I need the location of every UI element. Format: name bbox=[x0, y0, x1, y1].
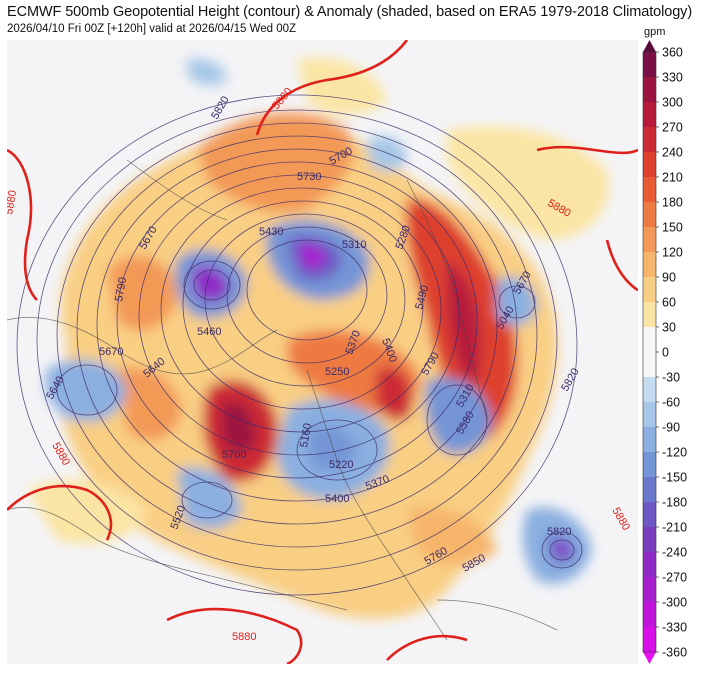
polar-map-canvas: 5820 5880 5730 5700 5670 5430 5310 5790 … bbox=[7, 40, 638, 664]
colorbar-segment bbox=[643, 302, 656, 328]
ridge-contours-5880 bbox=[7, 40, 638, 664]
contour-label: 5880 bbox=[270, 85, 295, 111]
anomaly-shading bbox=[27, 57, 609, 619]
colorbar-tick-label: 0 bbox=[662, 346, 669, 360]
contour-label: 5220 bbox=[329, 459, 353, 471]
polar-map: 5820 5880 5730 5700 5670 5430 5310 5790 … bbox=[7, 40, 638, 664]
colorbar-tick-label: -180 bbox=[662, 496, 687, 510]
colorbar-segment bbox=[643, 577, 656, 603]
colorbar-tick-label: -150 bbox=[662, 471, 687, 485]
colorbar-tick-label: 240 bbox=[662, 146, 683, 160]
colorbar-tick-label: 30 bbox=[662, 321, 676, 335]
colorbar-segment bbox=[643, 277, 656, 303]
colorbar-tick-label: 210 bbox=[662, 171, 683, 185]
colorbar-extend-max bbox=[643, 40, 656, 52]
chart-title: ECMWF 500mb Geopotential Height (contour… bbox=[7, 4, 693, 20]
colorbar-tick-label: -270 bbox=[662, 571, 687, 585]
colorbar-unit: gpm bbox=[644, 26, 666, 38]
colorbar-segment bbox=[643, 502, 656, 528]
colorbar-tick-label: -90 bbox=[662, 421, 680, 435]
contour-label: 5730 bbox=[297, 171, 321, 183]
contour-label: 5670 bbox=[99, 346, 123, 358]
contour-label: 5820 bbox=[209, 94, 232, 121]
colorbar-segment bbox=[643, 602, 656, 628]
colorbar-tick-label: 90 bbox=[662, 271, 676, 285]
contour-label: 5160 bbox=[298, 422, 314, 448]
colorbar-tick-label: 270 bbox=[662, 121, 683, 135]
contour-label: 5400 bbox=[325, 493, 349, 505]
colorbar-segment bbox=[643, 52, 656, 78]
colorbar-segment bbox=[643, 202, 656, 228]
contour-label: 5430 bbox=[259, 226, 283, 238]
colorbar-segment bbox=[643, 327, 656, 353]
colorbar-segment bbox=[643, 252, 656, 278]
colorbar-tick-label: 300 bbox=[662, 96, 683, 110]
colorbar-segment bbox=[643, 377, 656, 403]
colorbar-segment bbox=[643, 627, 656, 653]
coastlines bbox=[7, 159, 558, 641]
colorbar-tick-label: 150 bbox=[662, 221, 683, 235]
contour-label: 5880 bbox=[49, 441, 72, 468]
colorbar-segment bbox=[643, 152, 656, 178]
colorbar-segment bbox=[643, 102, 656, 128]
colorbar-tick-label: 360 bbox=[662, 46, 683, 60]
contour-label: 5790 bbox=[113, 276, 129, 302]
colorbar-segment bbox=[643, 177, 656, 203]
contour-label: 5880 bbox=[232, 631, 256, 643]
chart-subtitle: 2026/04/10 Fri 00Z [+120h] valid at 2026… bbox=[7, 23, 297, 35]
colorbar: 360 330 300 270 240 210 180 150 120 90 60 30 0 -30 -60… bbox=[642, 40, 712, 668]
colorbar-tick-label: -30 bbox=[662, 371, 680, 385]
contour-label: 5880 bbox=[609, 506, 632, 533]
colorbar-segment bbox=[643, 477, 656, 503]
contour-label: 5460 bbox=[197, 326, 221, 338]
height-contours bbox=[16, 94, 583, 596]
contour-label: 5820 bbox=[547, 526, 571, 538]
colorbar-extend-min bbox=[643, 652, 656, 664]
colorbar-segment bbox=[643, 402, 656, 428]
colorbar-segment bbox=[643, 527, 656, 553]
colorbar-tick-label: -300 bbox=[662, 596, 687, 610]
colorbar-tick-label: -240 bbox=[662, 546, 687, 560]
contour-label: 5310 bbox=[342, 239, 366, 251]
colorbar-tick-label: -120 bbox=[662, 446, 687, 460]
colorbar-tick-label: 330 bbox=[662, 71, 683, 85]
colorbar-tick-label: 180 bbox=[662, 196, 683, 210]
contour-label: 5250 bbox=[325, 366, 349, 378]
colorbar-segment bbox=[643, 452, 656, 478]
colorbar-tick-label: -60 bbox=[662, 396, 680, 410]
colorbar-segment bbox=[643, 352, 656, 378]
colorbar-segment bbox=[643, 552, 656, 578]
colorbar-svg: 3603303002702402101801501209060300-30-60… bbox=[642, 40, 687, 664]
colorbar-tick-label: -330 bbox=[662, 621, 687, 635]
contour-label: 5820 bbox=[559, 366, 582, 393]
colorbar-tick-label: 60 bbox=[662, 296, 676, 310]
contour-label: 5700 bbox=[222, 449, 246, 461]
colorbar-segment bbox=[643, 127, 656, 153]
colorbar-tick-label: -210 bbox=[662, 521, 687, 535]
contour-label: 5880 bbox=[7, 189, 19, 215]
colorbar-segment bbox=[643, 77, 656, 103]
colorbar-segment bbox=[643, 227, 656, 253]
colorbar-segment bbox=[643, 427, 656, 453]
colorbar-tick-label: 120 bbox=[662, 246, 683, 260]
colorbar-tick-label: -360 bbox=[662, 646, 687, 660]
